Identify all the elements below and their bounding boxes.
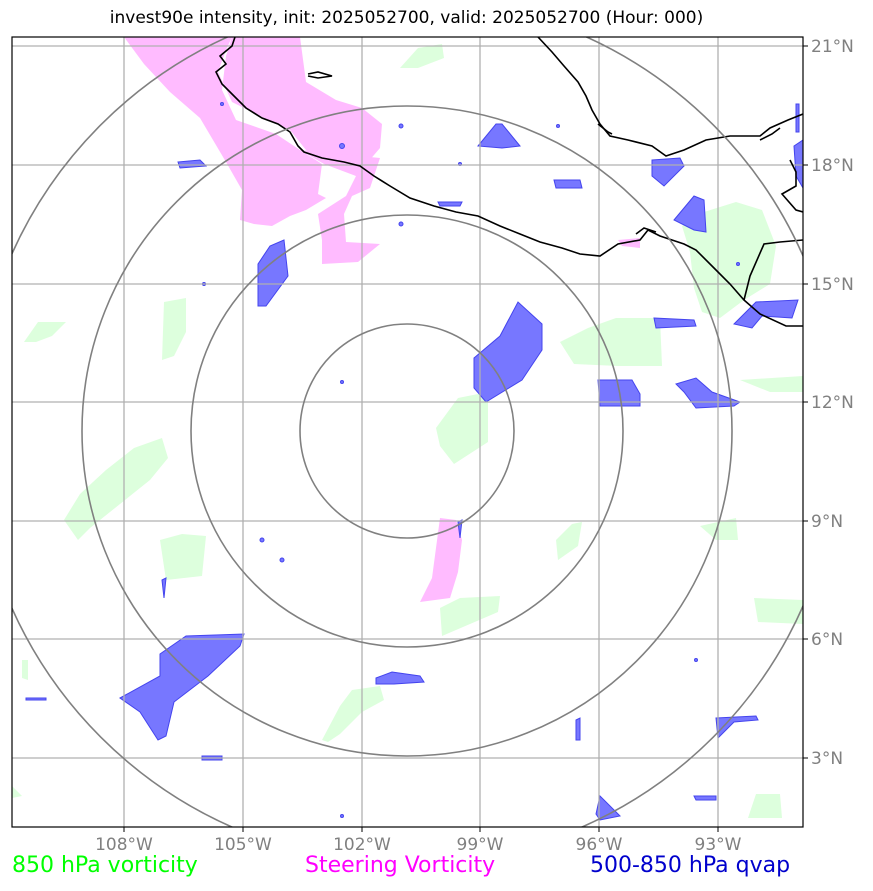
legend-qvap: 500-850 hPa qvap [590, 853, 791, 878]
qvap-area [675, 377, 742, 409]
coastlines [214, 37, 803, 327]
steering-area [300, 150, 380, 264]
qvap-speck [398, 123, 404, 129]
lat-label: 21°N [811, 37, 854, 57]
vort850-area [64, 438, 168, 540]
vort850-area [160, 534, 206, 580]
vort850-area [436, 392, 488, 464]
steering-area [420, 518, 462, 602]
legend-850-vorticity: 850 hPa vorticity [12, 853, 198, 878]
coastline-mexico [214, 37, 803, 327]
lat-label: 15°N [811, 275, 854, 295]
qvap-area [733, 299, 799, 329]
lon-label: 99°W [457, 835, 504, 855]
qvap-area [119, 633, 245, 741]
vort850-area [700, 518, 738, 540]
range-ring [190, 214, 624, 648]
island-outline [759, 127, 781, 141]
steering-area [124, 37, 382, 226]
vort850-area [322, 686, 384, 742]
qvap-speck [339, 143, 345, 149]
range-ring [299, 323, 515, 539]
vorticity-850-layer [12, 44, 803, 818]
qvap-area [437, 201, 463, 207]
qvap-area [653, 317, 697, 329]
gridlines [12, 37, 803, 827]
qvap-area [575, 717, 581, 741]
coastline-yucatan [537, 37, 803, 157]
map-background [12, 37, 803, 827]
lon-label: 96°W [576, 835, 623, 855]
lat-label: 3°N [811, 749, 843, 769]
lat-label: 9°N [811, 512, 843, 532]
qvap-area [177, 159, 208, 169]
legend-steering-vorticity: Steering Vorticity [305, 853, 496, 878]
qvap-area [25, 697, 47, 701]
lon-label: 102°W [333, 835, 391, 855]
lon-labels: 108°W 105°W 102°W 99°W 96°W 93°W [95, 835, 742, 855]
vort850-area [748, 794, 782, 818]
lat-label: 12°N [811, 393, 854, 413]
qvap-area [693, 795, 717, 801]
vort850-area [440, 596, 500, 636]
qvap-speck [340, 380, 344, 384]
vort850-area [162, 298, 186, 360]
qvap-speck [694, 658, 698, 662]
qvap-area [795, 103, 800, 133]
qvap-area [553, 179, 583, 189]
lat-labels: 21°N 18°N 15°N 12°N 9°N 6°N 3°N [811, 37, 854, 769]
qvap-speck [259, 537, 265, 543]
vort850-area [400, 44, 444, 68]
qvap-area [477, 123, 521, 149]
qvap-speck [556, 124, 560, 128]
coastline-fragment [635, 227, 657, 235]
qvap-area [161, 577, 167, 599]
island-outline [307, 71, 333, 79]
vort850-area [22, 660, 28, 680]
qvap-speck [340, 814, 344, 818]
map-frame [11, 36, 804, 828]
range-rings [12, 37, 803, 827]
lon-label: 105°W [214, 835, 272, 855]
qvap-speck [220, 102, 224, 106]
lon-label: 93°W [695, 835, 742, 855]
coastline-fragment [597, 123, 613, 135]
vort850-area [740, 376, 803, 392]
map-title: invest90e intensity, init: 2025052700, v… [109, 8, 704, 28]
qvap-speck [398, 221, 404, 227]
lat-label: 6°N [811, 630, 843, 650]
lat-label: 18°N [811, 156, 854, 176]
vort850-area [560, 318, 662, 366]
qvap-layer [25, 102, 803, 821]
vort850-area [754, 598, 803, 624]
qvap-area [673, 195, 707, 233]
vort850-area [12, 786, 22, 798]
border-guatemala [743, 239, 803, 301]
qvap-speck [279, 557, 285, 563]
vort850-area [556, 522, 582, 560]
vort850-area [24, 322, 66, 342]
qvap-area [375, 671, 425, 685]
lon-label: 108°W [95, 835, 153, 855]
range-ring [81, 105, 733, 757]
tick-marks [123, 45, 808, 832]
coastline-gulf [780, 159, 803, 213]
qvap-area [473, 301, 543, 403]
qvap-speck [736, 262, 740, 266]
